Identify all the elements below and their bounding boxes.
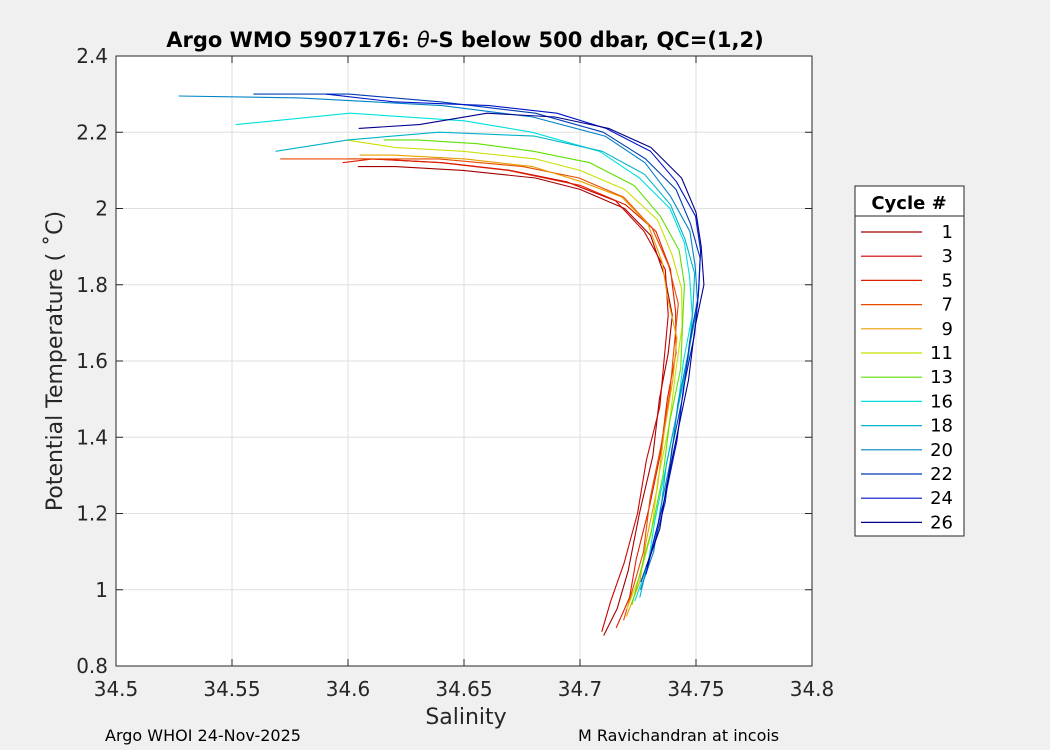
y-tick-label: 1.8: [76, 273, 108, 297]
y-tick-label: 0.8: [76, 654, 108, 678]
x-tick-label: 34.55: [203, 677, 260, 701]
legend-label: 16: [930, 391, 953, 412]
legend-label: 1: [942, 222, 953, 243]
axis-ticks: 34.5 34.55 34.6 34.65 34.7 34.75 34.8 0.8 1 1.2 1.…: [76, 44, 834, 701]
y-tick-label: 1.6: [76, 349, 108, 373]
y-tick-label: 1.2: [76, 502, 108, 526]
legend-label: 11: [930, 343, 953, 364]
legend-title: Cycle #: [871, 193, 946, 214]
series-line-cycle-7: [280, 158, 679, 621]
legend-label: 26: [930, 512, 953, 533]
x-tick-label: 34.65: [435, 677, 492, 701]
series-line-cycle-16: [235, 112, 693, 602]
series-line-cycle-13: [383, 139, 685, 606]
series-line-cycle-26: [358, 112, 705, 568]
legend-label: 5: [942, 270, 953, 291]
legend-label: 3: [942, 246, 953, 267]
series-line-cycle-11: [346, 139, 683, 610]
x-tick-label: 34.7: [558, 677, 603, 701]
x-tick-label: 34.5: [94, 677, 139, 701]
footer-right: M Ravichandran at incois: [578, 726, 779, 745]
x-tick-label: 34.6: [326, 677, 371, 701]
series-line-cycle-18: [275, 131, 696, 598]
series-line-cycle-5: [342, 158, 677, 629]
legend-label: 18: [930, 416, 953, 437]
y-tick-label: 1.4: [76, 425, 108, 449]
series-line-cycle-1: [357, 166, 673, 636]
legend-label: 22: [930, 464, 953, 485]
legend-label: 13: [930, 367, 953, 388]
chart-title: Argo WMO 5907176: θ-S below 500 dbar, QC…: [166, 28, 763, 52]
series-line-cycle-24: [325, 93, 702, 575]
y-tick-label: 2: [95, 197, 108, 221]
series-line-cycle-9: [359, 154, 678, 617]
y-axis-label: Potential Temperature ( ˚C): [43, 211, 68, 511]
y-tick-label: 2.2: [76, 120, 108, 144]
x-tick-label: 34.8: [790, 677, 835, 701]
x-tick-label: 34.75: [667, 677, 724, 701]
legend-label: 20: [930, 440, 953, 461]
y-tick-label: 1: [95, 578, 108, 602]
legend-label: 7: [942, 295, 953, 316]
footer-left: Argo WHOI 24-Nov-2025: [105, 726, 301, 745]
legend-label: 9: [942, 319, 953, 340]
y-tick-label: 2.4: [76, 44, 108, 68]
legend-label: 24: [930, 488, 953, 509]
legend-box: [854, 185, 965, 537]
x-axis-label: Salinity: [425, 705, 506, 730]
series-line-cycle-20: [178, 95, 699, 590]
series-layer: [178, 93, 705, 636]
